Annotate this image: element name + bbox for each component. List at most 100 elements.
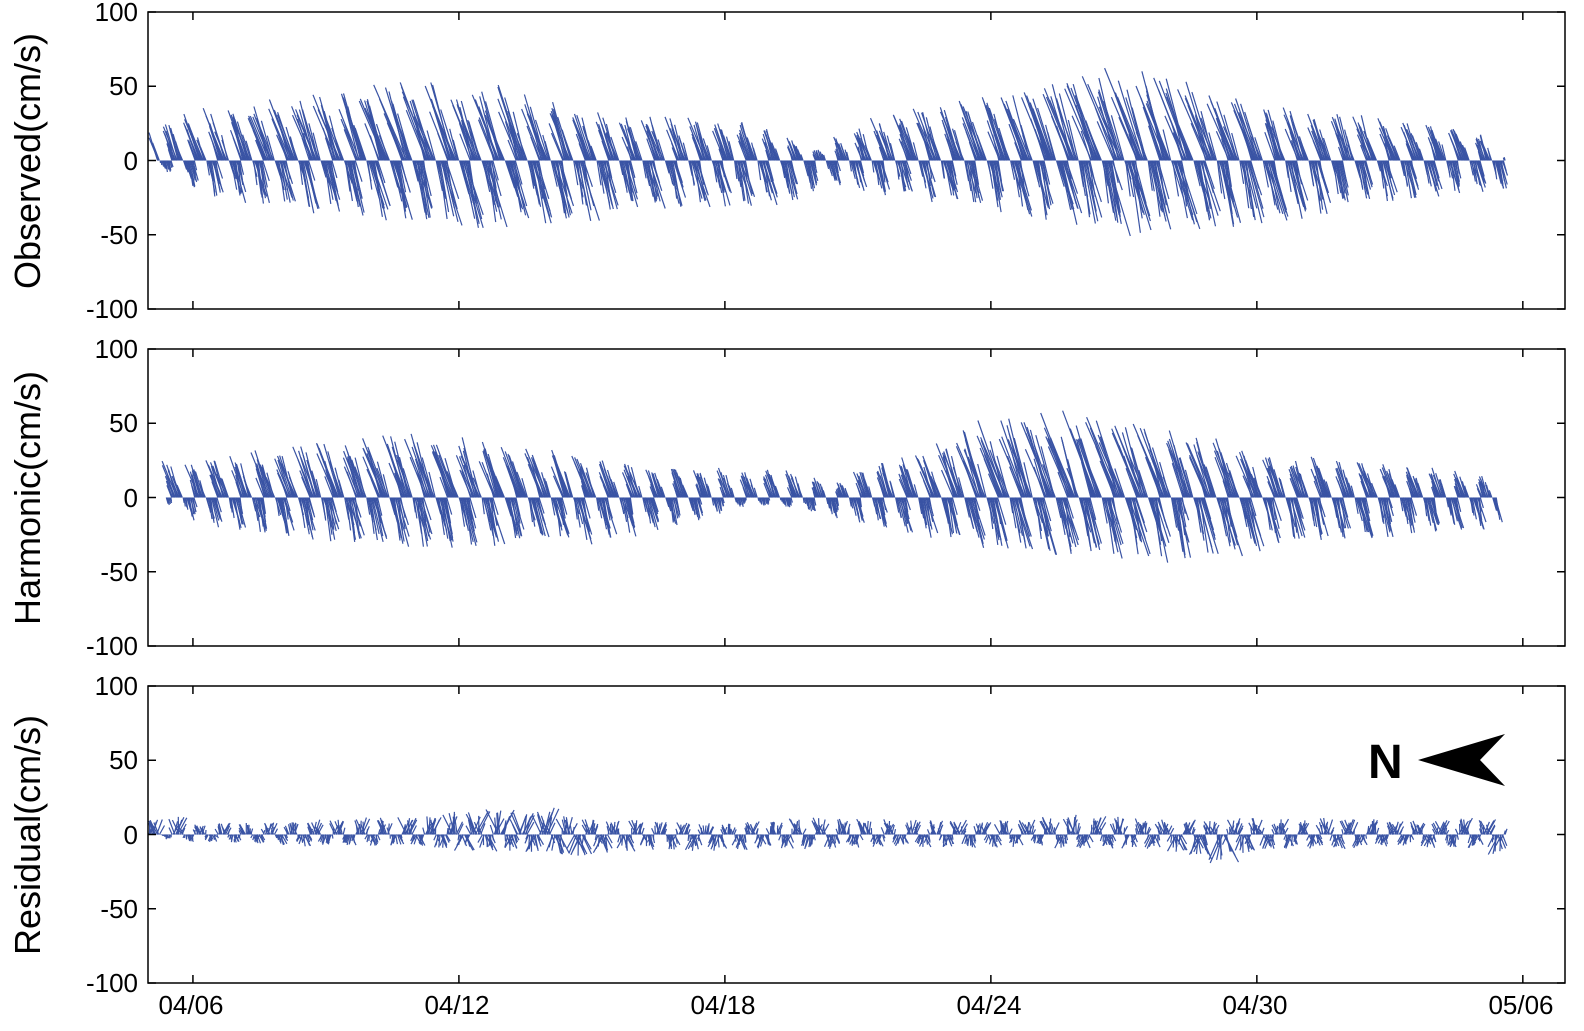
stick-mark xyxy=(1077,826,1081,835)
stick-mark xyxy=(835,160,839,174)
stick-mark xyxy=(905,497,911,511)
stick-mark xyxy=(445,834,451,842)
stick-mark xyxy=(331,160,338,179)
stick-mark xyxy=(857,497,862,515)
stick-mark xyxy=(1418,148,1424,161)
stick-mark xyxy=(529,497,536,527)
stick-mark xyxy=(1447,497,1453,514)
stick-mark xyxy=(675,828,679,835)
stick-mark xyxy=(991,160,999,201)
stick-mark xyxy=(682,484,689,498)
stick-mark xyxy=(785,497,790,507)
stick-mark xyxy=(1259,834,1265,846)
stick-mark xyxy=(672,834,677,841)
stick-mark xyxy=(669,834,675,846)
stick-mark xyxy=(563,816,568,835)
stick-mark xyxy=(239,497,243,510)
stick-mark xyxy=(761,497,765,506)
stick-mark xyxy=(1430,474,1441,498)
stick-mark xyxy=(230,497,235,519)
stick-mark xyxy=(208,497,213,520)
stick-mark xyxy=(1066,85,1100,161)
stick-mark xyxy=(444,834,450,843)
stick-mark xyxy=(923,460,938,498)
stick-mark xyxy=(988,497,994,530)
stick-mark xyxy=(1478,476,1489,498)
stick-mark xyxy=(1269,834,1274,843)
stick-mark xyxy=(1357,160,1364,190)
stick-mark xyxy=(252,834,256,841)
stick-mark xyxy=(1272,497,1276,521)
stick-mark xyxy=(571,455,591,498)
stick-mark xyxy=(719,129,732,161)
stick-mark xyxy=(646,497,652,524)
stick-mark xyxy=(296,114,317,161)
stick-mark xyxy=(1048,822,1054,835)
stick-mark xyxy=(707,825,710,835)
stick-mark xyxy=(459,497,466,527)
stick-mark xyxy=(1042,820,1052,835)
stick-mark xyxy=(1037,497,1050,550)
stick-mark xyxy=(832,497,838,519)
stick-mark xyxy=(199,146,207,161)
stick-mark xyxy=(814,160,817,169)
stick-mark xyxy=(872,834,879,847)
stick-mark xyxy=(1076,834,1084,848)
stick-mark xyxy=(1391,823,1399,835)
stick-mark xyxy=(1146,826,1151,835)
stick-mark xyxy=(1476,497,1482,526)
stick-mark xyxy=(833,136,844,161)
stick-mark xyxy=(307,160,316,181)
stick-mark xyxy=(801,834,807,843)
stick-mark xyxy=(900,120,916,161)
stick-mark xyxy=(1244,497,1258,547)
stick-mark xyxy=(1173,160,1194,221)
stick-mark xyxy=(221,139,230,161)
stick-mark xyxy=(1195,834,1204,849)
stick-mark xyxy=(1376,827,1380,835)
stick-mark xyxy=(1269,834,1275,849)
stick-mark xyxy=(983,829,988,835)
stick-mark xyxy=(742,497,746,503)
stick-mark xyxy=(745,497,747,500)
stick-mark xyxy=(461,160,476,219)
stick-mark xyxy=(250,834,254,839)
stick-mark xyxy=(951,497,958,515)
stick-mark xyxy=(940,469,954,498)
stick-mark xyxy=(1428,160,1437,192)
stick-mark xyxy=(876,477,886,498)
stick-mark xyxy=(928,497,933,513)
stick-mark xyxy=(343,834,348,843)
stick-mark xyxy=(1062,497,1077,548)
stick-mark xyxy=(1487,834,1500,855)
stick-mark xyxy=(410,824,413,835)
stick-mark xyxy=(882,472,894,498)
stick-mark xyxy=(168,497,171,505)
stick-mark xyxy=(1062,818,1073,835)
stick-mark xyxy=(165,160,168,173)
stick-mark xyxy=(576,160,584,205)
stick-mark xyxy=(1445,834,1448,841)
stick-mark xyxy=(1454,478,1462,498)
stick-mark xyxy=(642,497,647,513)
stick-mark xyxy=(191,160,198,183)
stick-mark xyxy=(1340,497,1347,529)
stick-mark xyxy=(595,121,613,161)
stick-mark xyxy=(299,497,306,529)
stick-mark xyxy=(1269,465,1284,498)
stick-mark xyxy=(676,822,684,835)
stick-mark xyxy=(1250,473,1262,498)
stick-mark xyxy=(620,123,637,161)
stick-mark xyxy=(766,160,773,183)
stick-mark xyxy=(1247,160,1265,218)
stick-mark xyxy=(1316,834,1320,844)
stick-mark xyxy=(679,481,688,498)
stick-mark xyxy=(823,154,826,161)
stick-mark xyxy=(1437,821,1445,835)
stick-mark xyxy=(893,828,897,835)
stick-mark xyxy=(812,817,822,835)
stick-mark xyxy=(483,449,500,498)
stick-mark xyxy=(923,834,932,848)
stick-mark xyxy=(1318,822,1324,835)
stick-mark xyxy=(1109,823,1116,835)
